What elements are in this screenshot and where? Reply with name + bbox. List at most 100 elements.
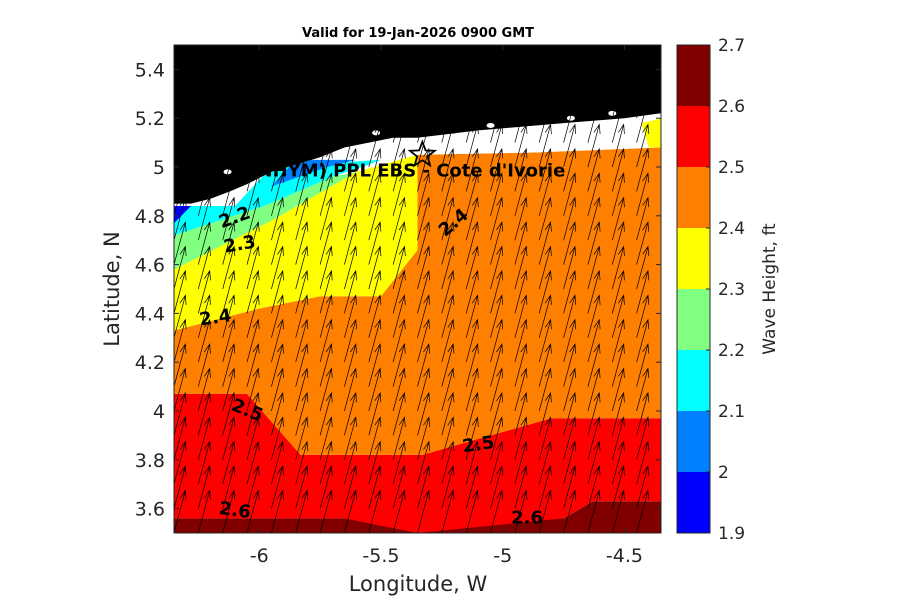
wave-arrow bbox=[197, 196, 211, 241]
wave-arrow bbox=[563, 489, 577, 533]
wave-arrow bbox=[271, 343, 284, 387]
wave-arrow bbox=[538, 269, 552, 314]
wave-arrow bbox=[514, 343, 528, 387]
wave-arrow bbox=[587, 318, 601, 363]
wave-arrow bbox=[271, 196, 284, 241]
contour-band-band-2-1-6 bbox=[174, 159, 381, 236]
wave-arrow bbox=[368, 196, 382, 241]
wave-arrow bbox=[490, 99, 504, 143]
wave-arrow bbox=[271, 391, 284, 436]
y-tick-label: 4.2 bbox=[135, 352, 165, 374]
x-tick-label: -4.5 bbox=[606, 545, 643, 567]
colorbar-segment bbox=[677, 45, 710, 106]
wave-arrow bbox=[222, 343, 236, 387]
wave-arrow bbox=[197, 391, 211, 436]
wave-arrow bbox=[611, 245, 625, 290]
wave-arrow bbox=[636, 269, 650, 314]
wave-arrow bbox=[490, 416, 504, 460]
wave-arrow bbox=[636, 172, 650, 216]
wave-arrow bbox=[222, 318, 236, 363]
wave-arrow bbox=[368, 99, 382, 143]
wave-arrow bbox=[417, 416, 430, 460]
wave-arrow bbox=[538, 147, 552, 192]
y-axis-label: Latitude, N bbox=[100, 231, 124, 347]
wave-arrow bbox=[417, 465, 430, 509]
wave-arrow bbox=[417, 196, 430, 241]
wave-arrow bbox=[319, 269, 333, 314]
wave-arrow bbox=[636, 221, 650, 265]
wave-arrow bbox=[611, 196, 625, 241]
wave-arrow bbox=[490, 391, 504, 436]
wave-arrow bbox=[174, 269, 187, 314]
wave-arrow bbox=[465, 416, 479, 460]
wave-arrow bbox=[246, 147, 260, 192]
wave-arrow bbox=[611, 489, 625, 533]
wave-arrow bbox=[465, 489, 479, 533]
wave-arrow bbox=[368, 489, 382, 533]
wave-arrow bbox=[441, 245, 455, 290]
wave-arrow bbox=[490, 245, 504, 290]
wave-arrow bbox=[197, 99, 211, 143]
wave-arrow bbox=[490, 147, 504, 192]
y-tick-label: 5.4 bbox=[135, 59, 165, 81]
wave-arrow bbox=[319, 318, 333, 363]
wave-arrow bbox=[441, 269, 455, 314]
wave-arrow bbox=[611, 416, 625, 460]
wave-arrow bbox=[465, 99, 479, 143]
star-icon bbox=[407, 139, 438, 168]
wave-arrow bbox=[441, 391, 455, 436]
colorbar-segment bbox=[677, 350, 710, 411]
wave-arrow bbox=[392, 440, 406, 485]
wave-arrow bbox=[344, 367, 357, 412]
wave-arrow bbox=[417, 391, 430, 436]
wave-arrow bbox=[441, 196, 455, 241]
wave-arrow bbox=[563, 465, 577, 509]
wave-arrow bbox=[465, 172, 479, 216]
wave-arrow bbox=[611, 74, 625, 119]
wave-arrow bbox=[465, 74, 479, 119]
site-label: (ONHYM) PPL EBS - Cote d'Ivorie bbox=[234, 160, 565, 181]
wave-arrow bbox=[636, 465, 650, 509]
wave-arrow bbox=[611, 147, 625, 192]
wave-arrow bbox=[465, 196, 479, 241]
wave-arrow bbox=[563, 196, 577, 241]
wave-arrow bbox=[174, 318, 187, 363]
wave-arrow bbox=[197, 245, 211, 290]
wave-arrow bbox=[174, 391, 187, 436]
wave-arrow bbox=[174, 245, 187, 290]
wave-arrow bbox=[368, 147, 382, 192]
wave-arrow bbox=[246, 123, 260, 168]
wave-arrow bbox=[368, 367, 382, 412]
wave-arrow bbox=[587, 99, 601, 143]
contour-label: 2.6 bbox=[511, 507, 543, 528]
wave-arrow bbox=[392, 465, 406, 509]
wave-arrow bbox=[246, 245, 260, 290]
wave-arrow bbox=[197, 465, 211, 509]
y-tick-label: 4.4 bbox=[135, 303, 165, 325]
wave-arrow bbox=[417, 343, 430, 387]
wave-arrow bbox=[490, 465, 504, 509]
x-axis-ticks: -6 -5.5 -5 -4.5 bbox=[250, 45, 643, 567]
wave-arrow bbox=[222, 416, 236, 460]
wave-arrow bbox=[538, 172, 552, 216]
wave-arrow bbox=[174, 221, 187, 265]
wave-arrow bbox=[417, 221, 430, 265]
plot-area-border bbox=[173, 44, 662, 534]
wave-arrow bbox=[490, 489, 504, 533]
wave-arrow bbox=[319, 99, 333, 143]
wave-arrow bbox=[174, 294, 187, 338]
wave-arrow bbox=[344, 269, 357, 314]
wave-arrow bbox=[417, 440, 430, 485]
wave-arrow bbox=[368, 440, 382, 485]
wave-arrow bbox=[246, 221, 260, 265]
wave-arrow bbox=[344, 123, 357, 168]
y-tick-label: 4.6 bbox=[135, 255, 165, 277]
wave-arrow bbox=[246, 465, 260, 509]
wave-arrow bbox=[636, 245, 650, 290]
wave-arrow bbox=[344, 99, 357, 143]
wave-arrow bbox=[222, 196, 236, 241]
wave-arrow bbox=[197, 294, 211, 338]
wave-arrow bbox=[174, 489, 187, 533]
wave-arrow bbox=[174, 367, 187, 412]
wave-arrow bbox=[636, 147, 650, 192]
